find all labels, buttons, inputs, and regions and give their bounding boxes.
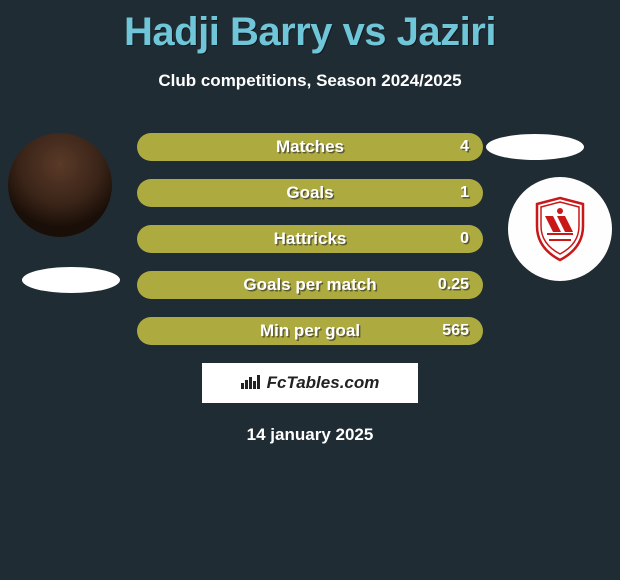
source-logo-text: FcTables.com [267,373,380,393]
stat-bar: Goals 1 [137,179,483,207]
stat-label: Min per goal [260,321,360,341]
subtitle: Club competitions, Season 2024/2025 [0,71,620,91]
club-crest-icon [533,196,587,262]
chart-icon [241,373,261,394]
player-left-flag [22,267,120,293]
stat-bar: Min per goal 565 [137,317,483,345]
stat-bar: Goals per match 0.25 [137,271,483,299]
stat-label: Goals per match [243,275,376,295]
stat-value: 565 [442,322,469,340]
stat-bar: Hattricks 0 [137,225,483,253]
stat-bars: Matches 4 Goals 1 Hattricks 0 Goals per … [137,131,483,345]
stat-value: 1 [460,184,469,202]
player-left-avatar [8,133,112,237]
stat-label: Goals [286,183,333,203]
comparison-area: Matches 4 Goals 1 Hattricks 0 Goals per … [0,131,620,445]
stat-label: Matches [276,137,344,157]
player-right-badge [508,177,612,281]
player-right-flag [486,134,584,160]
stat-value: 0.25 [438,276,469,294]
page-title: Hadji Barry vs Jaziri [0,0,620,55]
stat-value: 0 [460,230,469,248]
date-text: 14 january 2025 [0,425,620,445]
stat-label: Hattricks [274,229,347,249]
source-logo: FcTables.com [202,363,418,403]
stat-bar: Matches 4 [137,133,483,161]
stat-value: 4 [460,138,469,156]
